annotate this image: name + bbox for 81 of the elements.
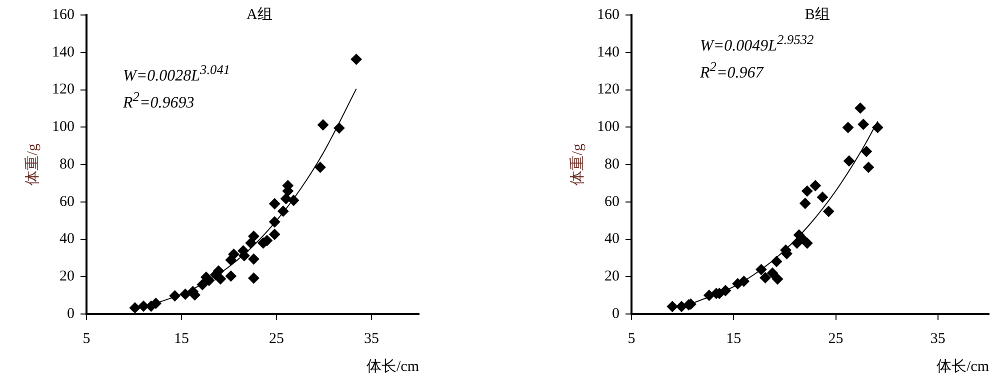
point	[196, 279, 208, 290]
y-tick-label: 140	[52, 44, 74, 60]
point	[854, 102, 866, 114]
y-tick-label: 80	[604, 156, 620, 172]
point	[248, 272, 260, 284]
point	[810, 180, 821, 192]
annotation: W=0.0049L$^{2.9532}$	[700, 31, 814, 56]
point	[138, 300, 149, 312]
point	[245, 237, 256, 248]
x-axis-title: 体长/cm	[366, 358, 420, 375]
point	[248, 254, 260, 265]
point	[756, 264, 767, 276]
x-tick-label: 5	[628, 330, 636, 347]
point	[860, 146, 872, 157]
x-tick-label: 15	[174, 330, 189, 347]
y-axis-title: 体重/g	[568, 143, 586, 186]
point	[269, 228, 280, 240]
point	[225, 270, 236, 282]
point	[844, 155, 855, 166]
chart-title: B组	[804, 6, 830, 23]
point	[738, 276, 750, 287]
x-tick-label: 5	[82, 330, 90, 347]
y-tick-label: 100	[52, 119, 74, 136]
point	[872, 122, 884, 133]
point	[771, 256, 782, 267]
point	[278, 206, 289, 217]
point	[817, 192, 828, 203]
point	[760, 272, 771, 284]
point	[214, 273, 226, 284]
point	[802, 238, 813, 249]
point	[204, 274, 215, 286]
point	[288, 194, 300, 206]
point	[720, 285, 731, 296]
point	[800, 198, 811, 209]
chart-title: A组	[246, 6, 272, 23]
point	[314, 162, 326, 173]
y-tick-label: 80	[60, 156, 74, 172]
x-tick-label: 35	[364, 330, 379, 347]
point	[129, 302, 140, 314]
point	[350, 54, 362, 65]
annotation: W=0.0028L$^{3.041}$	[123, 61, 230, 86]
y-tick-label: 40	[604, 231, 620, 248]
x-tick-label: 15	[726, 330, 742, 347]
y-tick-label: 160	[597, 6, 620, 23]
point	[269, 216, 280, 228]
point	[766, 268, 778, 279]
x-axis-title: 体长/cm	[936, 358, 990, 375]
point	[842, 122, 854, 133]
y-tick-label: 120	[52, 82, 74, 98]
y-tick-label: 20	[604, 268, 620, 285]
y-tick-label: 60	[604, 194, 620, 210]
point	[704, 290, 715, 301]
y-axis-title: 体重/g	[24, 143, 41, 186]
point	[823, 206, 834, 217]
point	[180, 288, 191, 300]
x-tick-label: 25	[828, 330, 844, 347]
y-tick-label: 120	[597, 82, 620, 98]
y-tick-label: 0	[612, 306, 620, 322]
point	[228, 248, 240, 260]
y-tick-label: 160	[52, 6, 74, 23]
point	[269, 198, 280, 210]
point	[862, 162, 874, 173]
y-tick-label: 140	[597, 44, 620, 60]
point	[334, 122, 345, 134]
annotation: R$^{2}$=0.967	[700, 58, 764, 84]
point	[666, 301, 678, 312]
point	[772, 274, 784, 285]
y-tick-label: 40	[60, 231, 74, 248]
y-tick-label: 20	[60, 268, 74, 285]
point	[802, 186, 813, 197]
point	[169, 290, 180, 302]
y-tick-label: 0	[67, 306, 74, 322]
annotation: R$^{2}$=0.9693	[123, 88, 194, 114]
x-tick-label: 25	[269, 330, 284, 347]
point	[318, 119, 329, 130]
point	[858, 118, 869, 130]
x-tick-label: 35	[930, 330, 946, 347]
point	[248, 230, 260, 242]
y-tick-label: 60	[60, 194, 74, 210]
point	[676, 301, 688, 312]
y-tick-label: 100	[597, 119, 620, 136]
